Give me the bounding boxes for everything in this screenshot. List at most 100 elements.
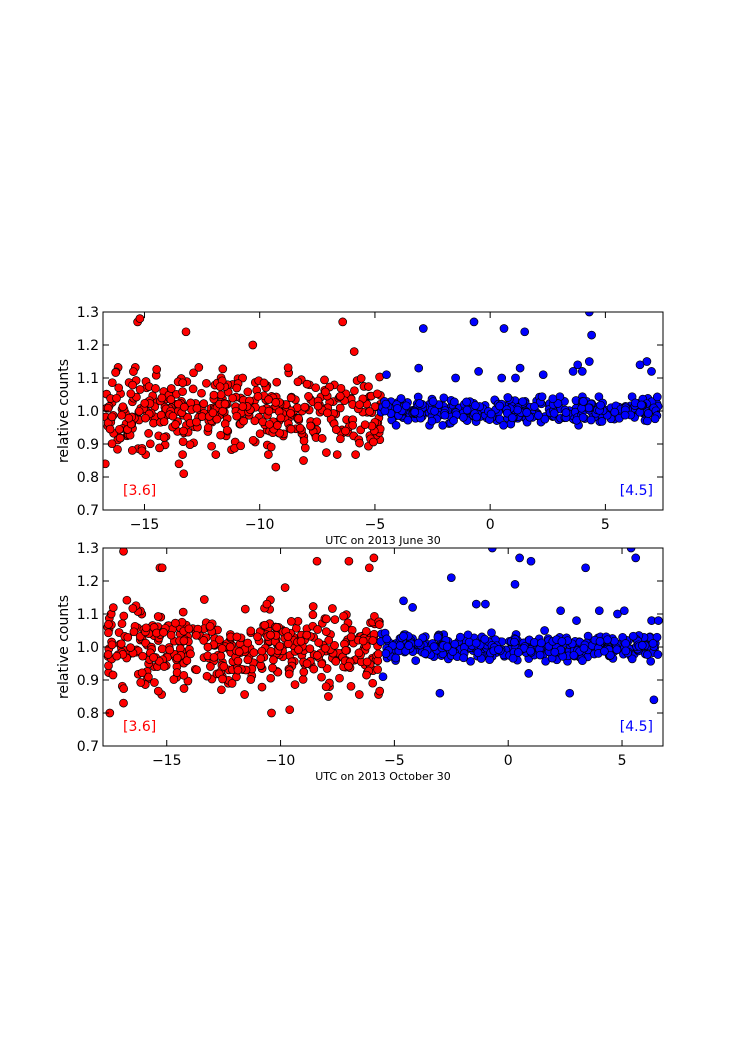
data-point	[266, 442, 276, 452]
data-point	[643, 650, 652, 659]
data-point	[308, 602, 318, 611]
data-point	[126, 643, 135, 652]
data-point	[313, 401, 323, 411]
data-point	[144, 429, 153, 438]
data-point	[232, 632, 242, 642]
series-0	[103, 314, 385, 479]
data-point	[548, 394, 558, 404]
data-point	[306, 421, 315, 431]
data-point	[178, 450, 187, 459]
data-point	[378, 672, 388, 682]
data-point	[275, 428, 285, 438]
data-point	[246, 675, 256, 684]
data-point	[510, 579, 520, 589]
data-point	[300, 402, 310, 412]
data-point	[309, 664, 319, 674]
data-point	[171, 420, 180, 429]
data-point	[603, 635, 612, 645]
data-point	[168, 411, 178, 421]
data-point	[510, 637, 519, 647]
data-point	[578, 413, 588, 422]
data-point	[308, 610, 318, 620]
data-point	[320, 643, 330, 653]
data-point	[103, 459, 110, 469]
data-point	[194, 363, 204, 372]
data-point	[600, 646, 609, 656]
data-point	[415, 399, 425, 408]
data-point	[336, 434, 345, 444]
data-point	[280, 583, 290, 592]
data-point	[119, 684, 129, 694]
data-point	[117, 619, 127, 629]
data-point	[440, 410, 450, 420]
data-point	[268, 663, 277, 673]
data-point	[202, 671, 212, 681]
data-point	[471, 638, 481, 648]
data-point	[335, 391, 345, 401]
x-tick-label: 5	[601, 517, 610, 533]
data-point	[208, 408, 218, 418]
data-point	[178, 437, 188, 447]
data-point	[128, 380, 137, 390]
data-point	[429, 642, 439, 651]
data-point	[649, 695, 659, 705]
data-point	[267, 708, 276, 718]
data-point	[653, 650, 663, 659]
data-point	[314, 638, 323, 647]
data-point	[612, 645, 622, 655]
data-point	[364, 382, 373, 391]
data-point	[135, 385, 145, 394]
data-point	[439, 393, 449, 403]
data-point	[232, 411, 242, 421]
data-point	[573, 360, 583, 370]
data-point	[140, 398, 150, 408]
data-point	[236, 441, 246, 451]
data-point	[449, 416, 458, 425]
x-tick-label: −5	[365, 517, 386, 533]
data-point	[248, 340, 258, 350]
data-point	[356, 374, 366, 383]
data-point	[358, 636, 368, 646]
data-point	[487, 628, 496, 638]
data-point	[165, 645, 175, 655]
data-point	[250, 416, 260, 426]
data-point	[487, 548, 497, 553]
data-point	[410, 407, 420, 417]
data-point	[264, 450, 273, 459]
data-point	[105, 424, 115, 434]
data-point	[171, 618, 180, 628]
data-point	[466, 656, 475, 666]
data-point	[149, 653, 158, 662]
data-point	[243, 638, 253, 648]
data-point	[572, 616, 581, 625]
data-point	[435, 688, 445, 698]
data-point	[123, 632, 133, 642]
data-point	[227, 679, 237, 688]
data-point	[569, 650, 579, 660]
data-point	[354, 690, 364, 699]
data-point	[174, 459, 184, 469]
data-point	[155, 443, 164, 453]
data-point	[240, 604, 250, 614]
data-point	[331, 657, 341, 666]
data-point	[166, 384, 176, 393]
y-tick-label: 0.7	[77, 503, 99, 519]
data-point	[203, 642, 213, 652]
data-point	[381, 399, 391, 409]
data-point	[266, 673, 276, 683]
data-point	[128, 604, 138, 613]
data-point	[119, 548, 128, 556]
data-point	[159, 417, 169, 427]
data-point	[411, 656, 421, 665]
data-point	[627, 654, 637, 664]
data-point	[391, 653, 401, 663]
data-point	[249, 648, 259, 657]
data-point	[348, 420, 358, 430]
data-point	[594, 392, 604, 402]
data-point	[269, 655, 278, 665]
data-point	[151, 384, 160, 393]
data-point	[240, 690, 249, 699]
data-point	[290, 680, 300, 689]
data-point	[104, 661, 113, 671]
